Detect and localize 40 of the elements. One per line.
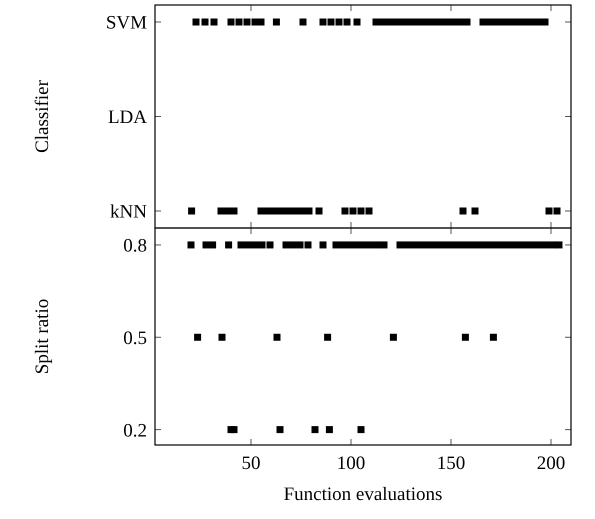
point (266, 241, 274, 248)
point (324, 334, 332, 341)
point (282, 241, 290, 248)
point (194, 334, 202, 341)
y-axis-title: Classifier (32, 79, 53, 153)
point (218, 334, 226, 341)
point (556, 241, 562, 248)
x-tick-label: 100 (336, 453, 366, 474)
point (326, 426, 333, 434)
point (188, 241, 194, 248)
x-axis-title: Function evaluations (284, 484, 442, 505)
point (380, 241, 388, 248)
y-tick-label: 0.5 (123, 328, 147, 349)
point (238, 241, 244, 248)
y-tick-label: LDA (108, 107, 148, 128)
point (274, 334, 280, 341)
x-tick-label: 200 (536, 453, 566, 474)
point (312, 426, 318, 434)
y-tick-label: kNN (110, 202, 148, 223)
x-tick-label: 50 (242, 453, 260, 474)
point (209, 241, 216, 248)
point (358, 426, 364, 434)
point (462, 334, 469, 341)
point (390, 334, 397, 341)
x-tick-label: 150 (436, 453, 466, 474)
point (320, 241, 326, 248)
y-tick-label: 0.8 (123, 236, 147, 257)
point (258, 241, 266, 248)
y-axis-title: Split ratio (32, 298, 53, 374)
point (230, 426, 238, 434)
point (225, 241, 232, 248)
point (202, 241, 210, 248)
point (276, 426, 284, 434)
point (304, 241, 312, 248)
point (490, 334, 497, 341)
y-tick-label: 0.2 (123, 420, 147, 442)
point (396, 241, 404, 248)
point (296, 241, 304, 248)
y-tick-label: SVM (106, 12, 148, 34)
point (332, 241, 340, 248)
